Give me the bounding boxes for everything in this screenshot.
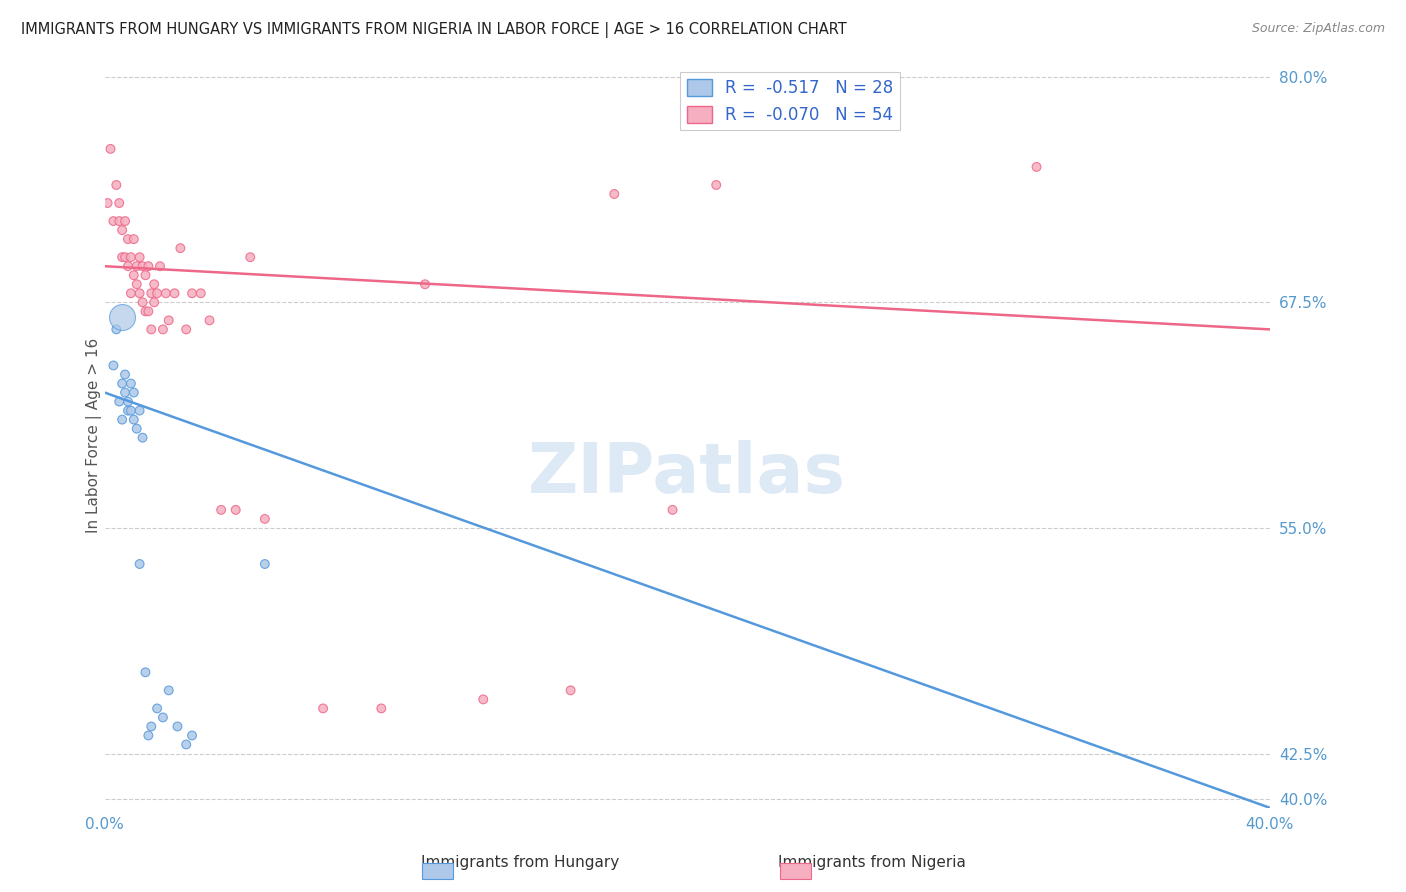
Point [128, 250, 150, 264]
Point [114, 250, 136, 264]
Point [134, 665, 156, 680]
Point [117, 232, 139, 246]
Point [131, 295, 153, 310]
Point [134, 304, 156, 318]
Point [190, 286, 212, 301]
Point [103, 214, 125, 228]
Point [152, 710, 174, 724]
Point [125, 422, 148, 436]
Point [122, 385, 145, 400]
Point [198, 313, 221, 327]
Point [108, 214, 131, 228]
Point [149, 259, 172, 273]
Text: Immigrants from Nigeria: Immigrants from Nigeria [778, 855, 966, 870]
Text: Immigrants from Hungary: Immigrants from Hungary [420, 855, 620, 870]
Point [97, 196, 120, 211]
Point [253, 557, 276, 571]
Point [603, 187, 626, 202]
Point [120, 376, 142, 391]
Point [704, 178, 727, 192]
Point [111, 250, 134, 264]
Point [169, 241, 191, 255]
Point [131, 259, 153, 273]
Point [413, 277, 436, 292]
Point [138, 259, 160, 273]
Point [163, 286, 186, 301]
Y-axis label: In Labor Force | Age > 16: In Labor Force | Age > 16 [86, 338, 101, 533]
Point [105, 322, 128, 336]
Point [143, 295, 166, 310]
Point [122, 268, 145, 283]
Point [103, 359, 125, 373]
Point [138, 304, 160, 318]
Point [111, 376, 134, 391]
Point [125, 277, 148, 292]
Point [122, 412, 145, 426]
Point [312, 701, 335, 715]
Point [141, 322, 163, 336]
Point [181, 729, 204, 743]
Point [108, 196, 131, 211]
Legend: R =  -0.517   N = 28, R =  -0.070   N = 54: R = -0.517 N = 28, R = -0.070 N = 54 [681, 72, 900, 130]
Point [125, 259, 148, 273]
Point [120, 403, 142, 417]
Point [174, 738, 197, 752]
Point [120, 250, 142, 264]
Point [1025, 819, 1047, 833]
Point [117, 259, 139, 273]
Point [128, 557, 150, 571]
Point [111, 310, 134, 324]
Point [225, 503, 247, 517]
Point [120, 286, 142, 301]
Point [472, 692, 495, 706]
Point [105, 178, 128, 192]
Point [155, 286, 177, 301]
Point [253, 512, 276, 526]
Point [131, 431, 153, 445]
Point [117, 394, 139, 409]
Point [111, 223, 134, 237]
Point [1025, 160, 1047, 174]
Point [114, 214, 136, 228]
Point [134, 268, 156, 283]
Point [100, 142, 122, 156]
Point [209, 503, 232, 517]
Point [560, 683, 582, 698]
Point [370, 701, 392, 715]
Point [157, 683, 180, 698]
Point [181, 286, 204, 301]
Point [239, 250, 262, 264]
Text: IMMIGRANTS FROM HUNGARY VS IMMIGRANTS FROM NIGERIA IN LABOR FORCE | AGE > 16 COR: IMMIGRANTS FROM HUNGARY VS IMMIGRANTS FR… [21, 22, 846, 38]
Point [146, 286, 169, 301]
Point [141, 719, 163, 733]
Point [141, 286, 163, 301]
Point [166, 719, 188, 733]
Point [128, 403, 150, 417]
Point [117, 403, 139, 417]
Point [114, 368, 136, 382]
Point [138, 729, 160, 743]
Point [152, 322, 174, 336]
Text: Source: ZipAtlas.com: Source: ZipAtlas.com [1251, 22, 1385, 36]
Point [114, 385, 136, 400]
Point [157, 313, 180, 327]
Point [128, 286, 150, 301]
Point [108, 394, 131, 409]
Point [174, 322, 197, 336]
Point [146, 701, 169, 715]
Point [143, 277, 166, 292]
Text: ZIPatlas: ZIPatlas [529, 440, 846, 507]
Point [661, 503, 683, 517]
Point [111, 412, 134, 426]
Point [122, 232, 145, 246]
